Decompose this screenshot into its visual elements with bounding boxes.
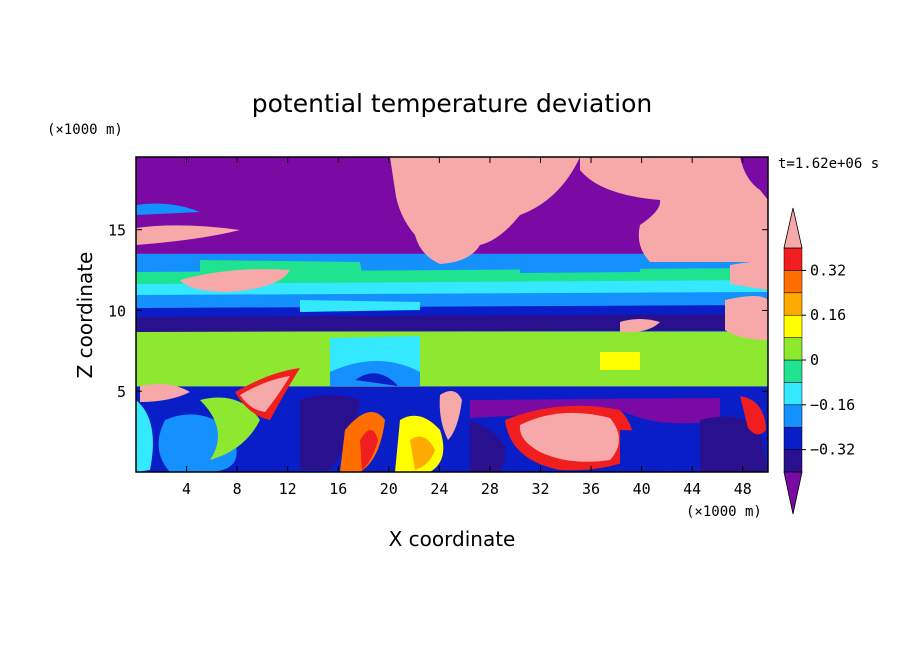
x-tick-label: 16 xyxy=(329,480,347,498)
contour-region xyxy=(520,262,640,273)
x-tick-label: 44 xyxy=(683,480,701,498)
colorbar-label: −0.16 xyxy=(810,396,855,414)
contour-region xyxy=(180,269,290,292)
colorbar-box xyxy=(783,270,803,294)
colorbar-box xyxy=(783,404,803,428)
colorbar: 0.32 0.16 0 −0.16 −0.32 xyxy=(783,207,855,515)
contour-region xyxy=(740,396,766,435)
contour-region xyxy=(300,300,420,312)
colorbar-box xyxy=(783,449,803,473)
contour-region xyxy=(620,319,660,333)
colorbar-box xyxy=(783,426,803,450)
colorbar-box xyxy=(783,314,803,338)
contour-region xyxy=(150,342,262,370)
contour-region xyxy=(200,397,260,460)
chart-title: potential temperature deviation xyxy=(252,89,652,118)
y-axis-unit: (×1000 m) xyxy=(47,122,123,138)
contour-region xyxy=(519,412,619,462)
plot-area xyxy=(136,157,768,472)
contour-region xyxy=(440,340,540,372)
contour-region xyxy=(725,296,768,340)
time-label: t=1.62e+06 s xyxy=(778,156,879,172)
x-axis-label: X coordinate xyxy=(389,527,516,551)
contour-region xyxy=(620,430,700,472)
plot-frame xyxy=(135,156,769,473)
contour-region xyxy=(360,430,378,470)
contour-region xyxy=(300,395,360,470)
contour-region xyxy=(439,391,462,440)
x-tick-label: 48 xyxy=(734,480,752,498)
y-tick-label: 15 xyxy=(108,222,126,240)
colorbar-box xyxy=(783,247,803,271)
y-axis-label: Z coordinate xyxy=(73,252,97,379)
colorbar-label: 0.16 xyxy=(810,306,846,324)
x-tick-label: 8 xyxy=(233,480,242,498)
x-tick-label: 28 xyxy=(481,480,499,498)
contour-region xyxy=(410,436,435,470)
x-tick-label: 32 xyxy=(531,480,549,498)
colorbar-label: 0 xyxy=(810,351,819,369)
y-ticks: 5 10 15 xyxy=(108,222,768,401)
contour-region xyxy=(136,292,768,308)
x-tick-label: 12 xyxy=(279,480,297,498)
x-axis-unit: (×1000 m) xyxy=(686,504,762,520)
colorbar-extend-max xyxy=(783,207,803,249)
contour-region xyxy=(136,203,200,215)
contour-region xyxy=(730,261,768,290)
colorbar-label: 0.32 xyxy=(810,261,846,279)
x-ticks: 4 8 12 16 20 24 28 32 36 40 44 48 xyxy=(182,157,752,498)
x-tick-label: 40 xyxy=(633,480,651,498)
contour-region xyxy=(136,400,153,472)
y-tick-label: 5 xyxy=(117,383,126,401)
colorbar-box xyxy=(783,382,803,406)
colorbar-label: −0.32 xyxy=(810,441,855,459)
y-tick-label: 10 xyxy=(108,302,126,320)
x-tick-label: 36 xyxy=(582,480,600,498)
contour-region xyxy=(470,420,506,472)
colorbar-box xyxy=(783,359,803,383)
colorbar-extend-min xyxy=(783,471,803,515)
contour-region xyxy=(140,384,190,402)
contour-region xyxy=(355,373,398,386)
contour-region xyxy=(580,157,768,262)
contour-region xyxy=(136,314,768,332)
x-tick-label: 24 xyxy=(430,480,448,498)
contour-region xyxy=(600,352,640,370)
x-tick-label: 4 xyxy=(182,480,191,498)
colorbar-box xyxy=(783,337,803,361)
contour-region xyxy=(240,376,290,412)
contour-region xyxy=(390,157,580,264)
colorbar-box xyxy=(783,292,803,316)
x-tick-label: 20 xyxy=(380,480,398,498)
contour-region xyxy=(136,225,240,245)
